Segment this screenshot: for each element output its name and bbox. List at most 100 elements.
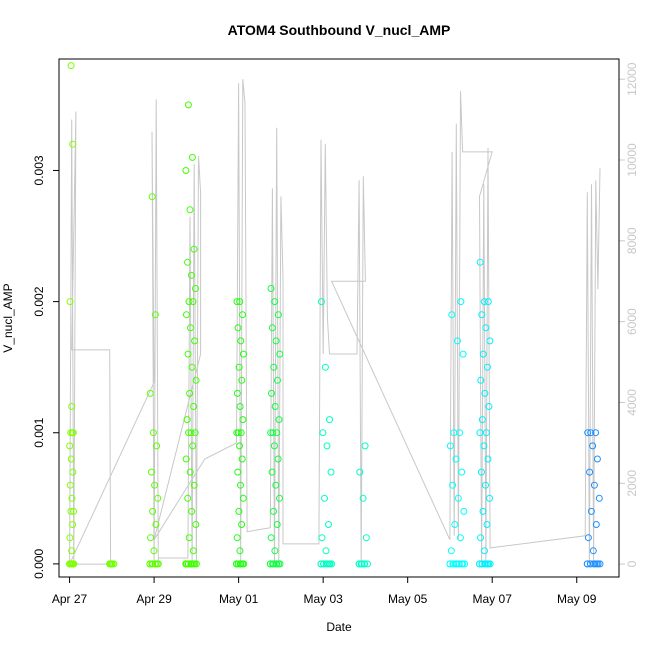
data-point [239, 311, 246, 319]
data-point [486, 560, 494, 568]
data-point [191, 337, 199, 345]
data-point [147, 468, 155, 476]
data-point [274, 311, 282, 319]
data-point [151, 481, 159, 489]
data-point [477, 376, 485, 384]
data-point [486, 337, 494, 345]
data-point [273, 521, 281, 528]
data-point [450, 429, 458, 437]
y2-tick-label: 8000 [625, 227, 639, 254]
data-point [593, 455, 601, 463]
data-point [234, 324, 242, 332]
data-point [270, 442, 278, 450]
y2-tick-label: 6000 [625, 308, 639, 335]
line-series-layer [68, 79, 601, 565]
data-point [447, 547, 455, 555]
data-point [271, 547, 279, 555]
data-point [154, 560, 162, 568]
data-point [149, 507, 157, 515]
data-point [480, 442, 488, 450]
data-point [239, 494, 247, 502]
data-point [269, 429, 277, 437]
data-point [192, 376, 200, 384]
data-point [274, 455, 282, 463]
data-point [589, 442, 597, 450]
data-point [238, 521, 246, 528]
data-point [146, 389, 154, 397]
data-point [183, 416, 191, 424]
data-point [187, 429, 195, 437]
data-point [453, 337, 461, 345]
data-point [148, 193, 156, 201]
data-point [478, 311, 486, 319]
data-point [190, 481, 198, 489]
x-tick-label: Apr 27 [52, 592, 88, 606]
data-point [595, 494, 603, 502]
y-tick-label: 0.001 [32, 417, 46, 447]
data-point [237, 337, 245, 345]
x-tick-label: May 05 [388, 592, 428, 606]
data-point [484, 455, 492, 463]
data-point [482, 429, 490, 437]
data-point [153, 442, 161, 450]
data-point [317, 298, 325, 306]
data-point [276, 494, 283, 502]
data-point [236, 442, 243, 450]
y-tick-label: 0.000 [32, 549, 46, 579]
data-point [320, 560, 328, 568]
data-point [66, 442, 74, 450]
data-point [236, 403, 244, 410]
data-point [272, 481, 280, 489]
data-point [276, 560, 284, 568]
data-point [592, 521, 600, 528]
data-point [273, 429, 281, 437]
data-point [590, 481, 598, 489]
data-point [186, 206, 194, 214]
data-point [483, 363, 491, 371]
data-point [190, 245, 198, 253]
y2-tick-label: 10000 [625, 143, 639, 177]
data-point [240, 350, 247, 358]
data-point [482, 481, 489, 489]
point-series-layer [66, 62, 604, 568]
data-point [319, 429, 327, 437]
data-point [271, 403, 279, 410]
data-point [476, 258, 484, 266]
data-point [268, 324, 276, 332]
data-point [67, 62, 75, 70]
data-point [184, 560, 192, 568]
data-point [484, 560, 491, 568]
data-point [192, 560, 200, 568]
data-point [151, 311, 159, 319]
data-point [68, 403, 76, 410]
data-point [235, 363, 243, 371]
data-point [461, 560, 469, 568]
data-point [589, 547, 597, 555]
data-point [66, 298, 74, 306]
data-point [233, 534, 241, 542]
data-point [323, 442, 331, 450]
data-point [188, 153, 196, 161]
data-point [446, 442, 454, 450]
data-point [476, 560, 483, 568]
data-point [270, 363, 278, 371]
axes-layer: Apr 27 Apr 29 May 01 May 03 May 05 May 07 May … [32, 62, 639, 606]
data-point [274, 376, 281, 384]
chart-title: ATOM4 Southbound V_nucl_AMP [228, 22, 451, 38]
data-point [69, 468, 77, 476]
data-point [70, 507, 78, 515]
y2-tick-label: 4000 [625, 389, 639, 416]
data-point [184, 258, 191, 266]
data-point [325, 560, 333, 568]
x-axis-label: Date [326, 620, 352, 634]
data-point [456, 534, 464, 542]
data-point [364, 560, 371, 568]
data-point [322, 560, 330, 568]
data-point [479, 507, 487, 515]
data-point [236, 547, 244, 555]
data-point [189, 547, 197, 555]
y-tick-label: 0.002 [32, 286, 46, 316]
data-point [484, 298, 492, 306]
